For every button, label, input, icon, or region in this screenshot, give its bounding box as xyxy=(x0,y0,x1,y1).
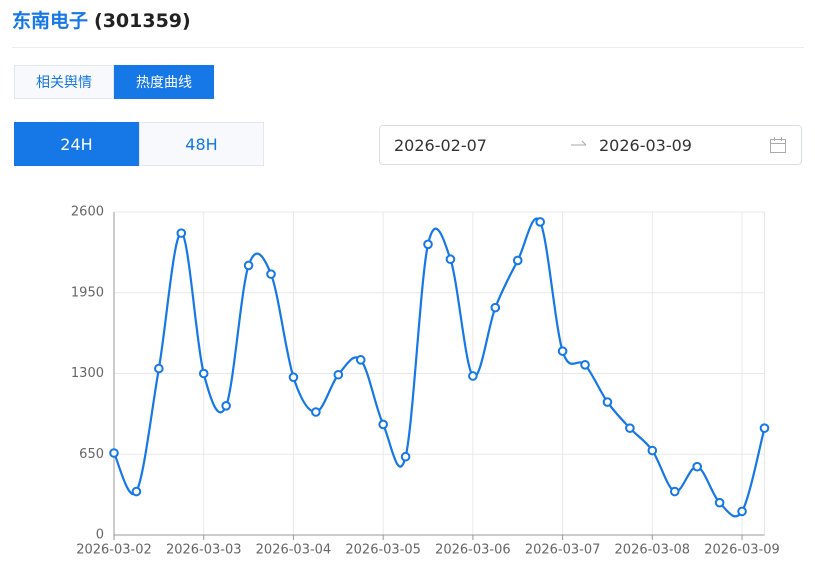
x-tick-label: 2026-03-09 xyxy=(704,543,780,558)
range-buttons: 24H 48H xyxy=(14,122,264,166)
point xyxy=(400,451,411,462)
point xyxy=(355,355,366,365)
point xyxy=(625,423,635,433)
x-tick-label: 2026-03-06 xyxy=(435,543,511,558)
point xyxy=(647,445,658,456)
point xyxy=(512,255,523,266)
point xyxy=(737,506,747,517)
x-tick-label: 2026-03-04 xyxy=(256,543,332,558)
y-tick-label: 650 xyxy=(79,447,104,462)
calendar-icon[interactable] xyxy=(769,136,787,154)
point xyxy=(378,419,388,430)
y-tick-label: 1300 xyxy=(71,366,104,381)
point xyxy=(109,448,119,458)
divider xyxy=(12,47,804,48)
point xyxy=(557,346,568,356)
end-date[interactable]: 2026-03-09 xyxy=(599,136,692,155)
x-tick-label: 2026-03-07 xyxy=(525,543,601,558)
point xyxy=(176,228,187,238)
point xyxy=(288,372,299,383)
header: 东南电子 (301359) xyxy=(12,6,191,33)
point xyxy=(535,217,545,227)
stock-code: (301359) xyxy=(94,10,191,32)
range-button[interactable]: 24H xyxy=(14,122,139,166)
point xyxy=(243,260,254,271)
x-tick-label: 2026-03-05 xyxy=(345,543,421,558)
point xyxy=(445,254,456,265)
x-tick-label: 2026-03-08 xyxy=(615,543,691,558)
chart: 0 650 1300 1950 2600 2026-03-02 2026-03-03 2026… xyxy=(71,205,780,558)
tabs: 相关舆情 热度曲线 xyxy=(14,65,214,99)
x-tick-label: 2026-03-02 xyxy=(76,543,152,558)
tab[interactable]: 热度曲线 xyxy=(114,65,214,99)
line xyxy=(113,217,766,518)
point xyxy=(198,368,209,379)
point xyxy=(266,269,276,279)
stock-name: 东南电子 xyxy=(12,10,89,32)
point xyxy=(333,369,344,380)
point xyxy=(602,397,613,407)
point xyxy=(154,363,164,374)
point xyxy=(759,423,770,433)
point xyxy=(669,486,680,497)
y-tick-label: 1950 xyxy=(71,285,104,300)
point xyxy=(423,239,433,250)
arrow-icon xyxy=(571,140,587,146)
point xyxy=(221,401,231,411)
point xyxy=(580,360,590,370)
start-date[interactable]: 2026-02-07 xyxy=(394,136,487,155)
date-range-picker[interactable]: 2026-02-07 2026-03-09 xyxy=(379,125,802,165)
point xyxy=(692,461,702,472)
point xyxy=(468,371,478,381)
point xyxy=(311,407,321,417)
x-tick-label: 2026-03-03 xyxy=(166,543,242,558)
point xyxy=(131,486,142,497)
y-tick-label: 2600 xyxy=(71,205,104,220)
y-tick-label: 0 xyxy=(96,528,104,543)
range-button[interactable]: 48H xyxy=(139,122,264,166)
point xyxy=(714,497,725,508)
point xyxy=(490,302,501,313)
tab[interactable]: 相关舆情 xyxy=(14,65,114,99)
